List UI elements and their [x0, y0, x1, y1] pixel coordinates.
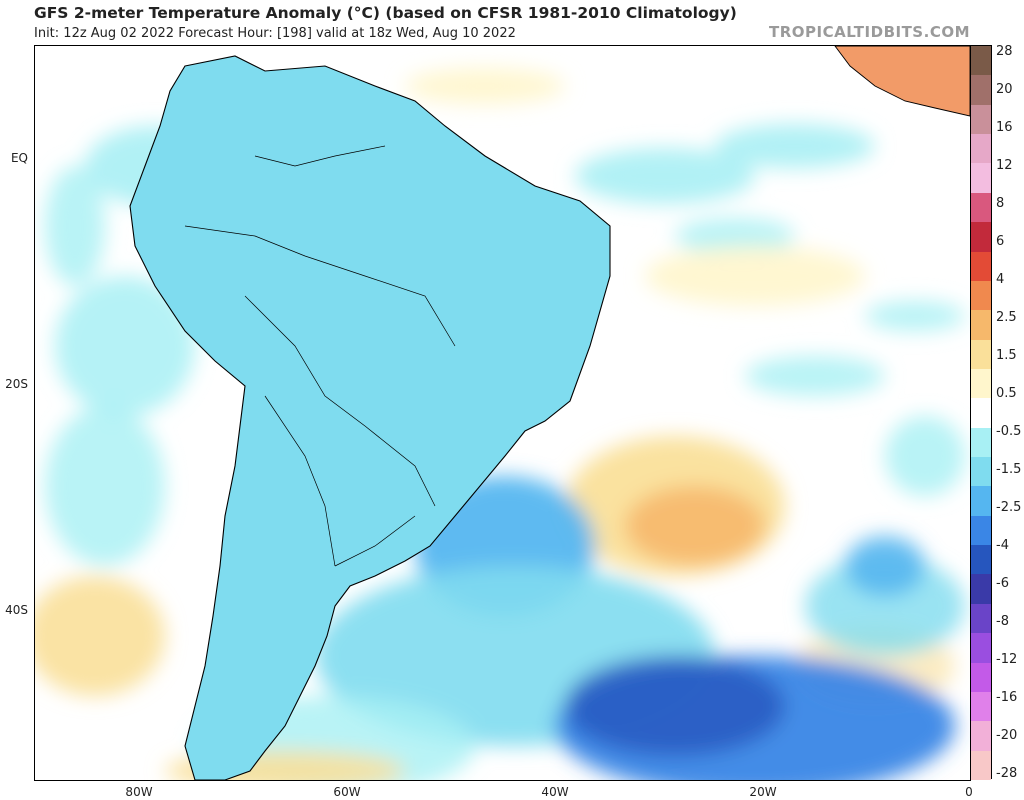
colorbar-swatch	[971, 750, 991, 781]
colorbar-swatch	[971, 163, 991, 194]
colorbar-swatch	[971, 46, 991, 76]
anomaly-map	[34, 45, 971, 781]
colorbar-label: -1.5	[996, 462, 1022, 477]
colorbar-label: 8	[996, 196, 1005, 211]
colorbar-swatch	[971, 134, 991, 164]
colorbar-swatch	[971, 192, 991, 223]
colorbar-swatch	[971, 75, 991, 106]
colorbar-swatch	[971, 721, 991, 752]
map-title: GFS 2-meter Temperature Anomaly (°C) (ba…	[34, 4, 737, 22]
colorbar-label: -16	[996, 690, 1018, 705]
lon-label-0: 0	[965, 785, 973, 799]
colorbar-label: 20	[996, 82, 1013, 97]
colorbar-swatch	[971, 662, 991, 693]
colorbar-label: -6	[996, 576, 1009, 591]
colorbar-label: -2.5	[996, 500, 1022, 515]
lon-label-20w: 20W	[749, 785, 777, 799]
colorbar	[970, 45, 992, 781]
colorbar-label: -28	[996, 766, 1018, 781]
colorbar-label: 28	[996, 44, 1013, 59]
map-canvas	[35, 46, 970, 780]
map-subtitle: Init: 12z Aug 02 2022 Forecast Hour: [19…	[34, 26, 516, 41]
colorbar-swatch	[971, 545, 991, 575]
colorbar-label: 2.5	[996, 310, 1017, 325]
brand-watermark: TROPICALTIDBITS.COM	[769, 23, 970, 41]
colorbar-swatch	[971, 104, 991, 135]
colorbar-label: 12	[996, 158, 1013, 173]
colorbar-label: 16	[996, 120, 1013, 135]
colorbar-swatch	[971, 427, 991, 458]
lat-label-40s: 40S	[5, 603, 28, 617]
colorbar-swatch	[971, 280, 991, 311]
colorbar-label: 6	[996, 234, 1005, 249]
lat-label-20s: 20S	[5, 377, 28, 391]
colorbar-swatch	[971, 251, 991, 282]
colorbar-swatch	[971, 486, 991, 517]
ocean-anomaly-shading	[35, 68, 965, 780]
colorbar-swatch	[971, 398, 991, 429]
lon-label-80w: 80W	[125, 785, 153, 799]
colorbar-swatch	[971, 339, 991, 370]
colorbar-label: -8	[996, 614, 1009, 629]
africa-land	[834, 46, 970, 117]
colorbar-swatch	[971, 691, 991, 722]
lon-label-40w: 40W	[541, 785, 569, 799]
colorbar-label: 4	[996, 272, 1005, 287]
colorbar-label: -20	[996, 728, 1018, 743]
colorbar-swatch	[971, 368, 991, 399]
colorbar-label: -4	[996, 538, 1009, 553]
colorbar-swatch	[971, 633, 991, 664]
colorbar-swatch	[971, 310, 991, 341]
colorbar-label: -0.5	[996, 424, 1022, 439]
colorbar-swatch	[971, 222, 991, 253]
colorbar-swatch	[971, 457, 991, 487]
colorbar-label: 0.5	[996, 386, 1017, 401]
lat-label-eq: EQ	[10, 151, 28, 165]
lon-label-60w: 60W	[333, 785, 361, 799]
colorbar-swatch	[971, 603, 991, 634]
colorbar-label: 1.5	[996, 348, 1017, 363]
colorbar-swatch	[971, 515, 991, 546]
colorbar-swatch	[971, 574, 991, 605]
colorbar-label: -12	[996, 652, 1018, 667]
